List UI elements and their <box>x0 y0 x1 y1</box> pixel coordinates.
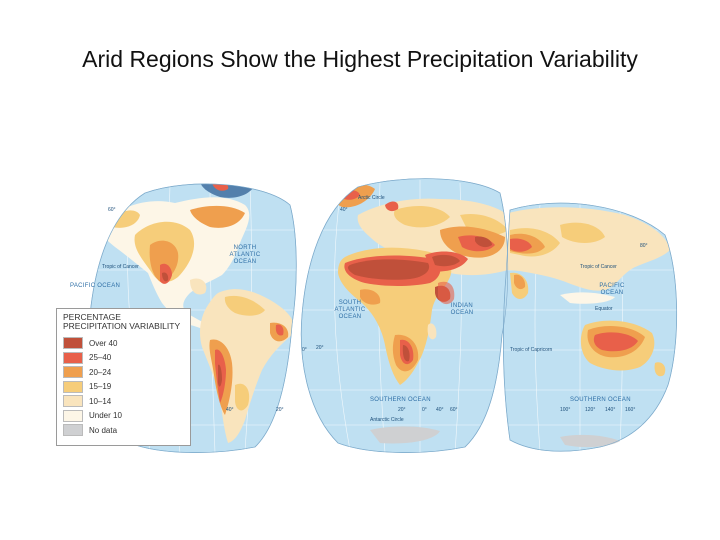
legend-item: Under 10 <box>63 409 184 424</box>
south-america-landmass <box>200 289 295 443</box>
degree-label: 140° <box>605 407 616 413</box>
legend-item: 20–24 <box>63 365 184 380</box>
label-tropic-cancer-e: Tropic of Cancer <box>580 264 617 270</box>
legend-swatch <box>63 409 83 422</box>
label-south-atlantic: South Atlantic Ocean <box>334 300 366 320</box>
map-legend: Percentage Precipitation Variability Ove… <box>56 308 191 446</box>
label-pacific-east: Pacific Ocean <box>599 283 625 296</box>
degree-label: 60° <box>108 207 116 213</box>
label-north-atlantic: North Atlantic Ocean <box>229 245 261 265</box>
legend-item: No data <box>63 423 184 438</box>
legend-swatch <box>63 424 83 437</box>
legend-item: 15–19 <box>63 380 184 395</box>
legend-label: 10–14 <box>89 396 112 406</box>
label-tropic-capricorn: Tropic of Capricorn <box>510 347 553 353</box>
legend-label: No data <box>89 425 118 435</box>
legend-rows: Over 40 25–40 20–24 15–19 10–14 Under 10 No da… <box>63 336 184 438</box>
asia-australia-landmass <box>508 207 670 377</box>
degree-label: 120° <box>585 407 596 413</box>
degree-label: 20° <box>316 345 324 351</box>
degree-label: 0° <box>302 347 307 353</box>
degree-label: 0° <box>422 407 427 413</box>
degree-label: 80° <box>640 243 648 249</box>
legend-title: Percentage Precipitation Variability <box>63 312 181 331</box>
degree-label: 20° <box>276 407 284 413</box>
legend-item: Over 40 <box>63 336 184 351</box>
legend-swatch <box>63 380 83 393</box>
degree-label: 20° <box>398 407 406 413</box>
legend-item: 10–14 <box>63 394 184 409</box>
antarctica-landmass <box>370 426 620 448</box>
degree-label: 40° <box>340 207 348 213</box>
degree-label: 60° <box>450 407 458 413</box>
slide-title: Arid Regions Show the Highest Precipitat… <box>82 46 638 72</box>
label-tropic-cancer-w: Tropic of Cancer <box>102 264 139 270</box>
degree-label: 160° <box>625 407 636 413</box>
legend-label: 25–40 <box>89 353 112 363</box>
label-pacific-sw: Pacific Ocean <box>70 283 121 289</box>
legend-item: 25–40 <box>63 351 184 366</box>
legend-label: Under 10 <box>89 411 122 421</box>
degree-label: 40° <box>226 407 234 413</box>
label-antarctic-circle: Antarctic Circle <box>370 417 404 423</box>
degree-label: 100° <box>560 407 571 413</box>
degree-label: 40° <box>436 407 444 413</box>
legend-label: 15–19 <box>89 382 112 392</box>
label-southern-ocean-1: Southern Ocean <box>370 397 431 403</box>
label-southern-ocean-2: Southern Ocean <box>570 397 631 403</box>
legend-label: Over 40 <box>89 338 118 348</box>
africa-eurasia-landmass <box>338 198 508 385</box>
legend-swatch <box>63 395 83 408</box>
legend-swatch <box>63 366 83 379</box>
label-indian-ocean: Indian Ocean <box>450 303 474 316</box>
legend-swatch <box>63 351 83 364</box>
north-america-landmass <box>100 183 255 333</box>
legend-label: 20–24 <box>89 367 112 377</box>
label-arctic-circle: Arctic Circle <box>358 195 385 201</box>
label-equator: Equator <box>595 306 613 312</box>
legend-swatch <box>63 337 83 350</box>
